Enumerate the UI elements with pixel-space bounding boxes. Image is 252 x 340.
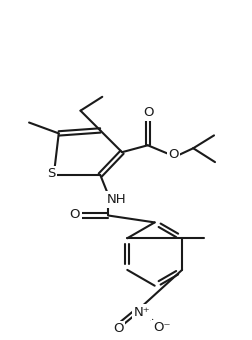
Text: NH: NH (106, 193, 126, 206)
Text: O: O (143, 106, 154, 119)
Text: O⁻: O⁻ (153, 321, 170, 335)
Text: S: S (47, 168, 55, 181)
Text: O: O (69, 208, 80, 221)
Text: O: O (168, 148, 179, 161)
Text: O: O (113, 322, 123, 336)
Text: N⁺: N⁺ (134, 306, 150, 319)
